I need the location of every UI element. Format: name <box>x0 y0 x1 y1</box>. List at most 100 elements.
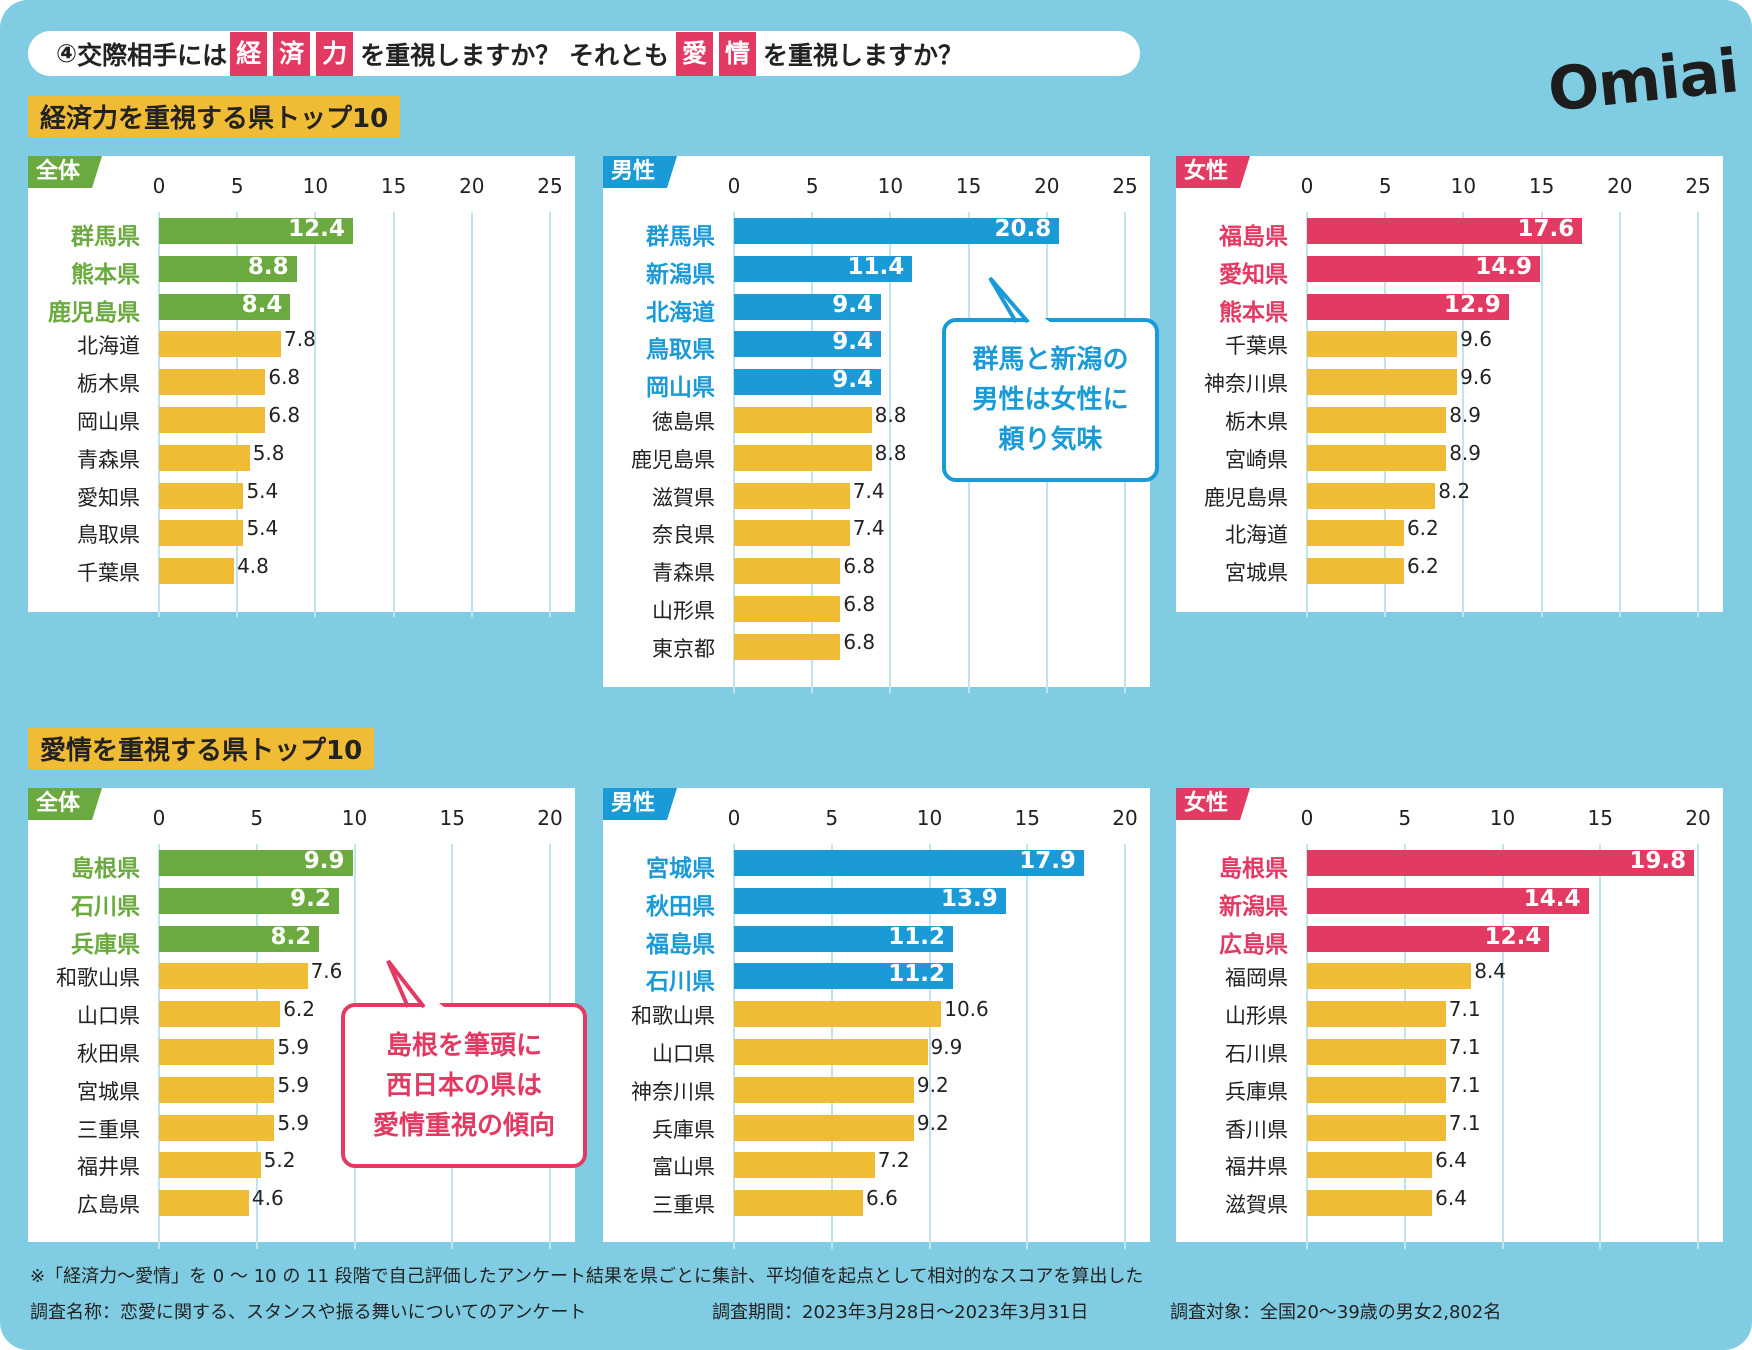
value-label: 6.4 <box>1435 1148 1467 1173</box>
value-label: 5.8 <box>252 440 285 465</box>
value-label: 19.8 <box>1629 848 1687 874</box>
survey-target: 調査対象：全国20～39歳の男女2,802名 <box>1170 1302 1502 1323</box>
x-tick-label: 0 <box>1300 806 1314 830</box>
title-text-2: を重視しますか？ それとも <box>360 40 669 70</box>
value-label: 8.2 <box>1438 478 1471 503</box>
bar <box>1307 444 1447 471</box>
chart-panel-male: 男性 0 5 10 15 20 宮城県 17.9 秋田県 13.9 福島県 11.2 石川県 11.2 和歌… <box>603 788 1150 1249</box>
gridline <box>392 212 395 617</box>
title-highlight: 愛 <box>675 31 713 76</box>
bar <box>159 369 266 396</box>
category-label: 北海道 <box>77 334 140 359</box>
category-label: 和歌山県 <box>56 966 140 991</box>
gridline <box>1462 212 1465 617</box>
title-text-1: 交際相手には <box>77 40 228 70</box>
x-tick-label: 5 <box>250 806 264 830</box>
bar <box>159 558 235 585</box>
category-label: 宮城県 <box>646 856 715 882</box>
x-tick-label: 5 <box>825 806 839 830</box>
value-label: 11.2 <box>888 923 945 950</box>
title-highlight: 力 <box>316 31 354 76</box>
value-label: 8.8 <box>247 253 289 280</box>
bar <box>734 331 882 358</box>
bar <box>734 1039 928 1065</box>
category-label: 山形県 <box>1225 1004 1288 1029</box>
value-label: 9.4 <box>832 329 874 356</box>
value-label: 7.4 <box>852 478 885 503</box>
bar <box>734 633 841 660</box>
gridline <box>1501 844 1504 1249</box>
category-label: 熊本県 <box>71 261 140 288</box>
bar <box>734 850 1084 876</box>
category-label: 広島県 <box>1219 931 1288 958</box>
category-label: 岡山県 <box>77 410 140 434</box>
bar <box>734 255 913 282</box>
value-label: 8.2 <box>270 923 312 950</box>
chart-panel-male: 男性 0 5 10 15 20 25 群馬県 20.8 新潟県 11.4 北海道 9.4 鳥取県 9.4 岡山… <box>603 156 1150 693</box>
bar <box>1307 1039 1446 1065</box>
value-label: 4.6 <box>251 1186 284 1211</box>
value-label: 14.9 <box>1475 253 1533 280</box>
value-label: 5.4 <box>246 478 279 503</box>
x-tick-label: 20 <box>1034 174 1060 198</box>
category-label: 山口県 <box>652 1042 715 1066</box>
bar <box>1307 963 1472 990</box>
value-label: 13.9 <box>940 885 998 912</box>
category-label: 秋田県 <box>77 1042 140 1066</box>
bar <box>1307 293 1509 320</box>
callout-shimane: 島根を筆頭に 西日本の県は 愛情重視の傾向 <box>341 1003 587 1168</box>
value-label: 5.9 <box>277 1035 310 1059</box>
panel-tab: 男性 <box>603 156 677 188</box>
footnote: ※「経済力～愛情」を 0 ～ 10 の 11 段階で自己評価したアンケート結果を… <box>30 1266 1144 1287</box>
category-label: 北海道 <box>1225 523 1288 548</box>
bar <box>734 1152 875 1179</box>
panel-tab: 全体 <box>28 788 102 820</box>
x-tick-label: 25 <box>537 174 563 198</box>
category-label: 宮崎県 <box>1225 447 1288 472</box>
survey-name: 調査名称：恋愛に関する、スタンスや振る舞いについてのアンケート <box>30 1302 587 1323</box>
bar <box>159 520 244 547</box>
bar <box>159 331 281 358</box>
bar <box>159 850 353 876</box>
value-label: 6.8 <box>843 629 876 654</box>
category-label: 滋賀県 <box>1225 1193 1288 1218</box>
category-label: 神奈川県 <box>631 1079 715 1104</box>
bar <box>734 1190 864 1217</box>
value-label: 9.2 <box>916 1110 949 1135</box>
bar <box>1307 482 1436 509</box>
bar <box>1307 520 1404 547</box>
category-label: 兵庫県 <box>71 931 140 958</box>
chart-panel-female: 女性 0 5 10 15 20 25 福島県 17.6 愛知県 14.9 熊本県 12.9 千葉県 9.6 神… <box>1176 156 1723 617</box>
bar <box>1307 1152 1433 1179</box>
bar <box>1307 407 1447 433</box>
gridline <box>889 212 892 693</box>
x-tick-label: 20 <box>459 174 485 198</box>
value-label: 8.8 <box>874 403 907 427</box>
bar <box>1307 887 1589 914</box>
value-label: 8.4 <box>1474 959 1507 984</box>
x-tick-label: 15 <box>1528 174 1555 198</box>
bar <box>1307 558 1404 585</box>
value-label: 12.4 <box>288 216 345 242</box>
bar <box>1307 218 1583 244</box>
category-label: 福井県 <box>77 1155 140 1180</box>
value-label: 5.9 <box>277 1110 310 1135</box>
x-tick-label: 20 <box>537 806 563 830</box>
category-label: 宮城県 <box>1225 561 1288 586</box>
bar <box>734 925 953 952</box>
x-tick-label: 10 <box>341 806 368 830</box>
category-label: 石川県 <box>1225 1042 1288 1066</box>
x-tick-label: 0 <box>152 174 166 198</box>
value-label: 6.6 <box>866 1186 898 1211</box>
category-label: 青森県 <box>652 561 715 586</box>
gridline <box>1618 212 1621 617</box>
category-label: 鳥取県 <box>77 523 140 548</box>
bar <box>1307 1076 1446 1103</box>
bar <box>734 293 882 320</box>
gridline <box>928 844 931 1249</box>
gridline <box>470 212 473 617</box>
bar <box>159 255 297 282</box>
bar <box>1307 369 1458 396</box>
panel-tab: 男性 <box>603 788 677 820</box>
category-label: 香川県 <box>1225 1117 1288 1142</box>
